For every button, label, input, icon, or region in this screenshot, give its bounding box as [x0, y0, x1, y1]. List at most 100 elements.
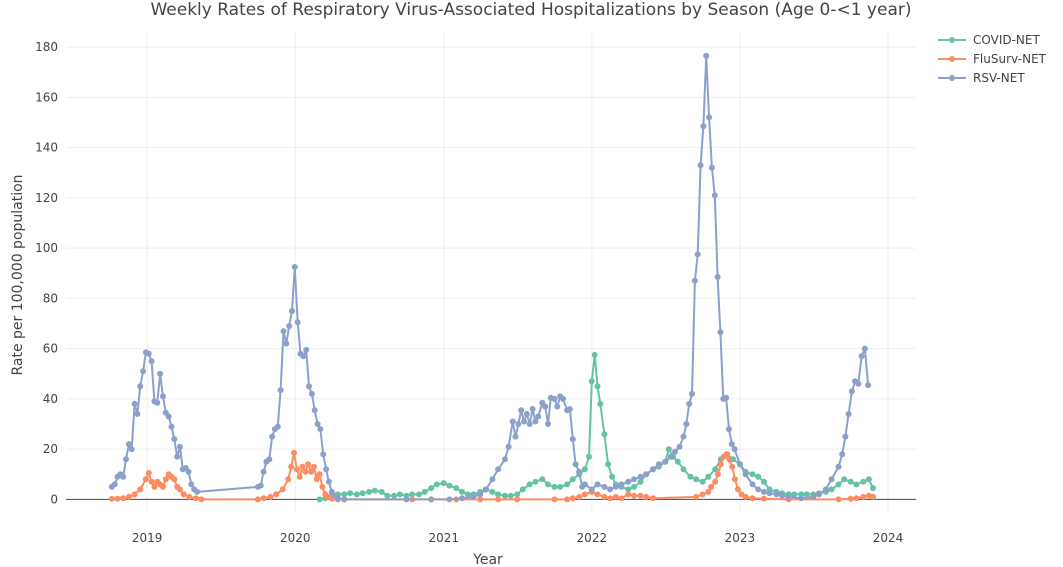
data-point[interactable] — [440, 480, 447, 487]
data-point[interactable] — [631, 476, 637, 483]
data-point[interactable] — [137, 383, 144, 390]
data-point[interactable] — [586, 453, 592, 460]
data-point[interactable] — [736, 461, 743, 468]
data-point[interactable] — [495, 466, 502, 473]
data-point[interactable] — [470, 493, 477, 500]
data-point[interactable] — [637, 492, 644, 499]
data-point[interactable] — [551, 483, 558, 490]
data-point[interactable] — [515, 421, 522, 427]
data-point[interactable] — [691, 277, 698, 284]
data-point[interactable] — [760, 478, 767, 485]
data-point[interactable] — [285, 476, 292, 483]
data-point[interactable] — [446, 496, 453, 503]
data-point[interactable] — [502, 492, 508, 499]
legend-item[interactable]: COVID-NET — [938, 33, 1040, 47]
data-point[interactable] — [509, 418, 516, 425]
data-point[interactable] — [433, 481, 440, 488]
data-point[interactable] — [860, 478, 867, 485]
data-point[interactable] — [289, 308, 295, 314]
data-point[interactable] — [564, 481, 571, 488]
data-point[interactable] — [495, 496, 502, 503]
data-point[interactable] — [489, 476, 496, 483]
data-point[interactable] — [131, 400, 138, 407]
data-point[interactable] — [311, 407, 318, 414]
data-point[interactable] — [676, 443, 683, 450]
data-point[interactable] — [853, 495, 860, 502]
data-point[interactable] — [612, 493, 619, 500]
data-point[interactable] — [839, 451, 846, 458]
data-point[interactable] — [581, 491, 588, 498]
data-point[interactable] — [749, 471, 756, 478]
data-point[interactable] — [693, 493, 700, 500]
data-point[interactable] — [612, 483, 619, 490]
data-point[interactable] — [526, 421, 533, 427]
data-point[interactable] — [529, 406, 536, 412]
data-point[interactable] — [260, 468, 267, 475]
data-point[interactable] — [459, 488, 465, 495]
data-point[interactable] — [860, 493, 867, 500]
data-point[interactable] — [766, 490, 773, 497]
data-point[interactable] — [705, 488, 712, 495]
data-point[interactable] — [518, 407, 525, 414]
data-point[interactable] — [299, 463, 306, 470]
data-point[interactable] — [125, 493, 132, 500]
data-point[interactable] — [162, 476, 169, 483]
data-point[interactable] — [303, 346, 310, 353]
data-point[interactable] — [853, 481, 860, 488]
data-point[interactable] — [861, 345, 868, 352]
data-point[interactable] — [384, 492, 391, 499]
data-point[interactable] — [186, 493, 193, 500]
data-point[interactable] — [576, 468, 583, 475]
data-point[interactable] — [495, 491, 502, 498]
data-point[interactable] — [625, 491, 632, 498]
data-point[interactable] — [569, 495, 576, 502]
data-point[interactable] — [643, 471, 650, 478]
data-point[interactable] — [269, 433, 276, 440]
data-point[interactable] — [835, 463, 842, 470]
data-point[interactable] — [828, 486, 835, 493]
data-point[interactable] — [154, 399, 161, 406]
data-point[interactable] — [545, 481, 551, 488]
data-point[interactable] — [165, 413, 172, 420]
data-point[interactable] — [855, 380, 862, 387]
data-point[interactable] — [254, 496, 261, 503]
data-point[interactable] — [847, 478, 854, 485]
data-point[interactable] — [198, 496, 205, 503]
data-point[interactable] — [705, 473, 712, 480]
data-point[interactable] — [791, 491, 798, 498]
data-point[interactable] — [723, 394, 730, 401]
data-point[interactable] — [341, 496, 348, 503]
data-point[interactable] — [514, 496, 521, 503]
data-point[interactable] — [111, 481, 118, 488]
data-point[interactable] — [482, 486, 489, 493]
data-point[interactable] — [477, 491, 484, 498]
data-point[interactable] — [760, 488, 767, 495]
data-point[interactable] — [618, 495, 625, 502]
data-point[interactable] — [726, 456, 733, 463]
data-point[interactable] — [505, 443, 512, 450]
data-point[interactable] — [160, 483, 166, 490]
data-point[interactable] — [545, 421, 551, 427]
data-point[interactable] — [581, 481, 588, 488]
data-point[interactable] — [680, 433, 687, 440]
data-point[interactable] — [822, 486, 829, 493]
data-point[interactable] — [712, 478, 719, 485]
data-point[interactable] — [835, 496, 842, 503]
data-point[interactable] — [749, 495, 756, 502]
data-point[interactable] — [706, 114, 713, 121]
data-point[interactable] — [277, 387, 284, 394]
data-point[interactable] — [798, 495, 805, 502]
data-point[interactable] — [693, 476, 700, 483]
data-point[interactable] — [168, 423, 175, 430]
data-point[interactable] — [699, 478, 706, 485]
data-point[interactable] — [514, 491, 521, 498]
data-point[interactable] — [128, 446, 135, 453]
data-point[interactable] — [137, 486, 144, 493]
data-point[interactable] — [521, 418, 528, 425]
data-point[interactable] — [353, 491, 360, 498]
data-point[interactable] — [519, 486, 526, 493]
data-point[interactable] — [273, 491, 280, 498]
data-point[interactable] — [650, 495, 657, 502]
data-point[interactable] — [334, 495, 341, 502]
data-point[interactable] — [291, 264, 298, 270]
